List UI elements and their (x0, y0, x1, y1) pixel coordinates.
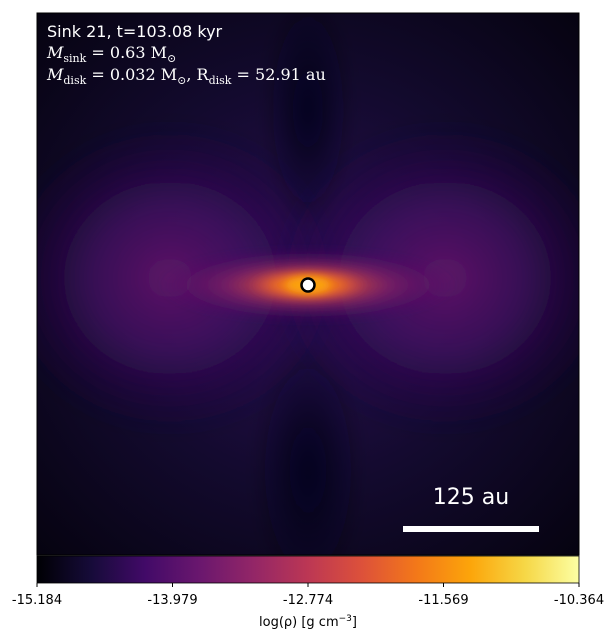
density-map (37, 13, 579, 555)
colorbar-tick-label: -12.774 (283, 593, 333, 608)
colorbar-tick-label: -15.184 (12, 593, 62, 608)
sun-symbol: ⊙ (177, 74, 186, 87)
annotation-sink-mass: Msink = 0.63 M⊙ (46, 43, 176, 65)
sink-marker (300, 277, 316, 293)
colorbar-gradient (36, 555, 580, 584)
disk-mass-symbol: M (46, 65, 64, 84)
scale-bar: 125 au (403, 485, 539, 532)
colorbar-label: log(ρ) [g cm−3] (259, 614, 357, 630)
sink-mass-value: = 0.63 M (86, 43, 167, 62)
disk-mass-value: = 0.032 M (86, 65, 177, 84)
annotation-disk: Mdisk = 0.032 M⊙, Rdisk = 52.91 au (46, 65, 326, 87)
disk-mass-subscript: disk (63, 74, 86, 87)
disk-radius-value: = 52.91 au (231, 65, 325, 84)
colorbar-label-prefix: log(ρ) [g cm (259, 615, 339, 630)
colorbar-label-exponent: −3 (339, 614, 352, 624)
scale-bar-label: 125 au (433, 485, 509, 510)
disk-radius-symbol: , R (186, 65, 209, 84)
colorbar-label-suffix: ] (352, 615, 357, 630)
sun-symbol: ⊙ (167, 52, 176, 65)
sink-mass-subscript: sink (63, 52, 86, 65)
image-frame (36, 12, 580, 556)
colorbar-ticks: -15.184 -13.979 -12.774 -11.569 -10.364 (12, 583, 604, 608)
colorbar-tick-label: -13.979 (147, 593, 197, 608)
colorbar-tick-label: -11.569 (418, 593, 468, 608)
colorbar-tick-label: -10.364 (554, 593, 604, 608)
colorbar: -15.184 -13.979 -12.774 -11.569 -10.364 log(… (12, 555, 604, 630)
scale-bar-line (403, 526, 539, 532)
disk-radius-subscript: disk (209, 74, 232, 87)
sink-mass-symbol: M (46, 43, 64, 62)
annotation-title: Sink 21, t=103.08 kyr (47, 22, 223, 41)
